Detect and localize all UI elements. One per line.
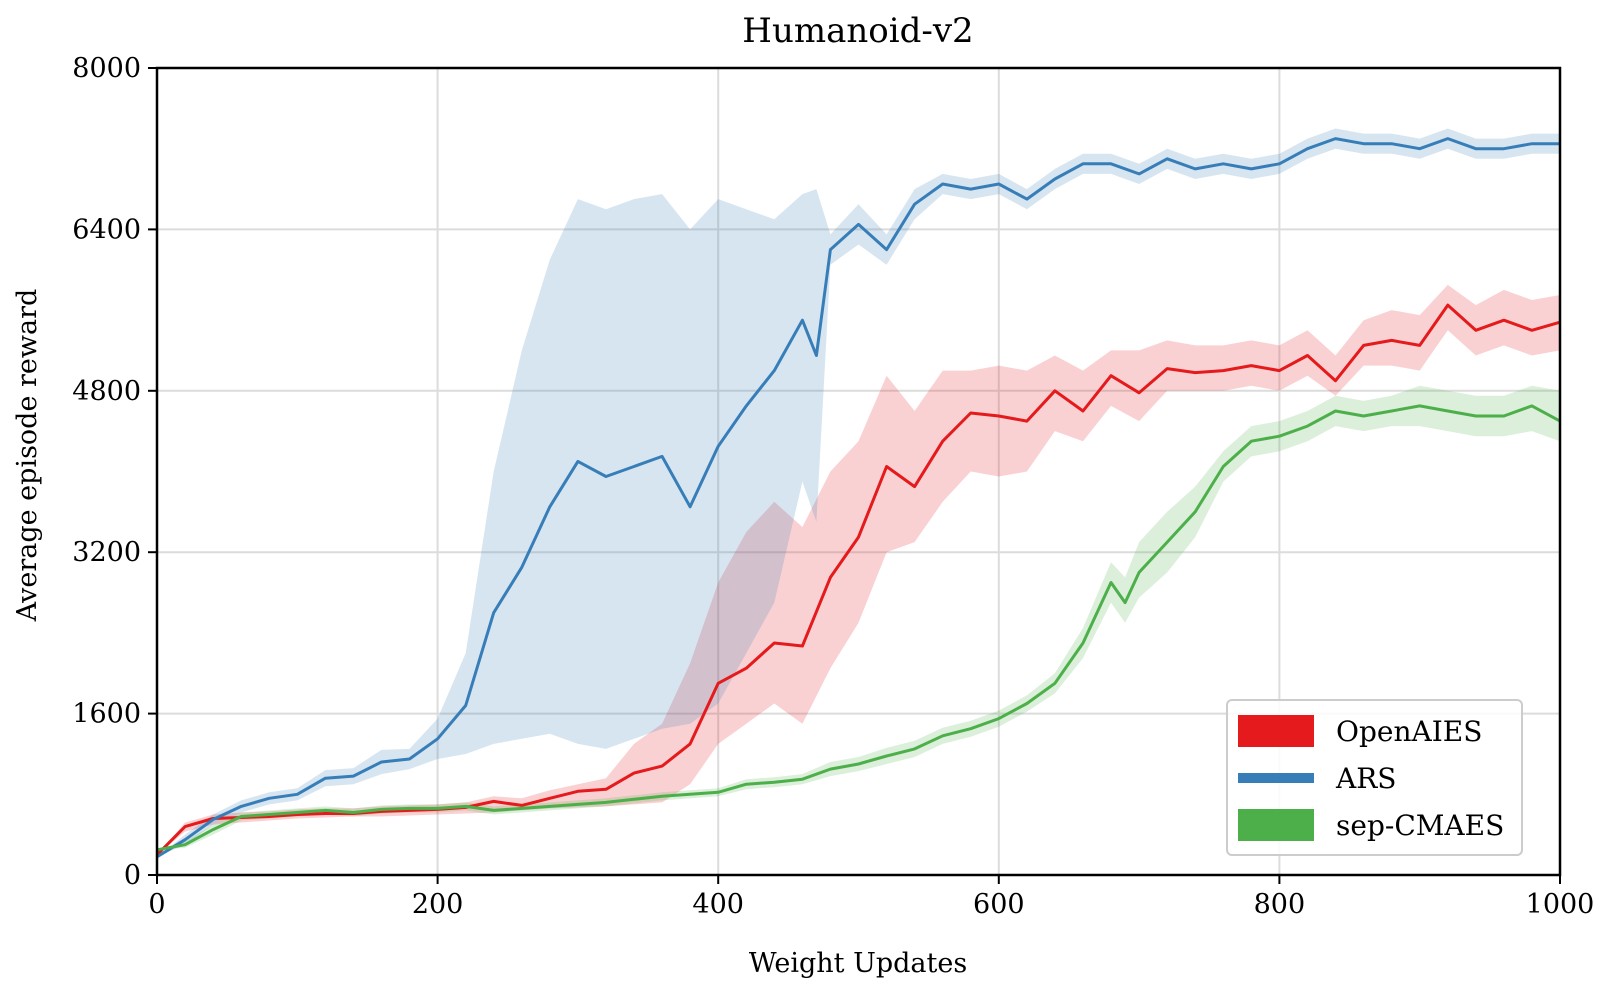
x-tick-label: 600 (973, 889, 1025, 920)
y-tick-label: 1600 (72, 699, 141, 730)
legend-swatch-sep-cmaes (1238, 809, 1314, 841)
y-tick-label: 4800 (72, 376, 141, 407)
series-lines (155, 137, 1561, 859)
legend-swatch-ars (1238, 773, 1314, 783)
legend-label-openaies: OpenAIES (1336, 715, 1482, 748)
y-axis-label: Average episode reward (12, 289, 43, 623)
openaies-line (155, 303, 1561, 856)
y-tick-label: 3200 (72, 537, 141, 568)
y-tick-label: 8000 (72, 53, 141, 84)
gridlines (157, 68, 1560, 875)
legend: OpenAIES ARS sep-CMAES (1226, 699, 1523, 856)
x-tick-label: 200 (412, 889, 464, 920)
x-axis-label: Weight Updates (749, 948, 967, 979)
y-tick-label: 0 (124, 860, 141, 891)
y-tick-label: 6400 (72, 214, 141, 245)
chart-title: Humanoid-v2 (742, 11, 973, 51)
sep-cmaes-band (157, 385, 1560, 850)
legend-label-ars: ARS (1335, 762, 1396, 795)
legend-swatch-openaies (1238, 715, 1314, 747)
legend-label-sep-cmaes: sep-CMAES (1336, 809, 1504, 842)
openaies-band (157, 284, 1560, 855)
plot-frame (155, 66, 1562, 877)
ars-line (156, 137, 1560, 859)
axis-ticks: 0 200 400 600 800 1000 0 1600 3200 4800 6400 8000 (72, 53, 1594, 920)
x-tick-label: 0 (148, 889, 165, 920)
x-tick-label: 1000 (1526, 889, 1595, 920)
x-tick-label: 400 (692, 889, 744, 920)
sep-cmaes-line (156, 404, 1561, 852)
ars-band (157, 128, 1560, 857)
confidence-bands (157, 128, 1560, 857)
x-tick-label: 800 (1254, 889, 1306, 920)
